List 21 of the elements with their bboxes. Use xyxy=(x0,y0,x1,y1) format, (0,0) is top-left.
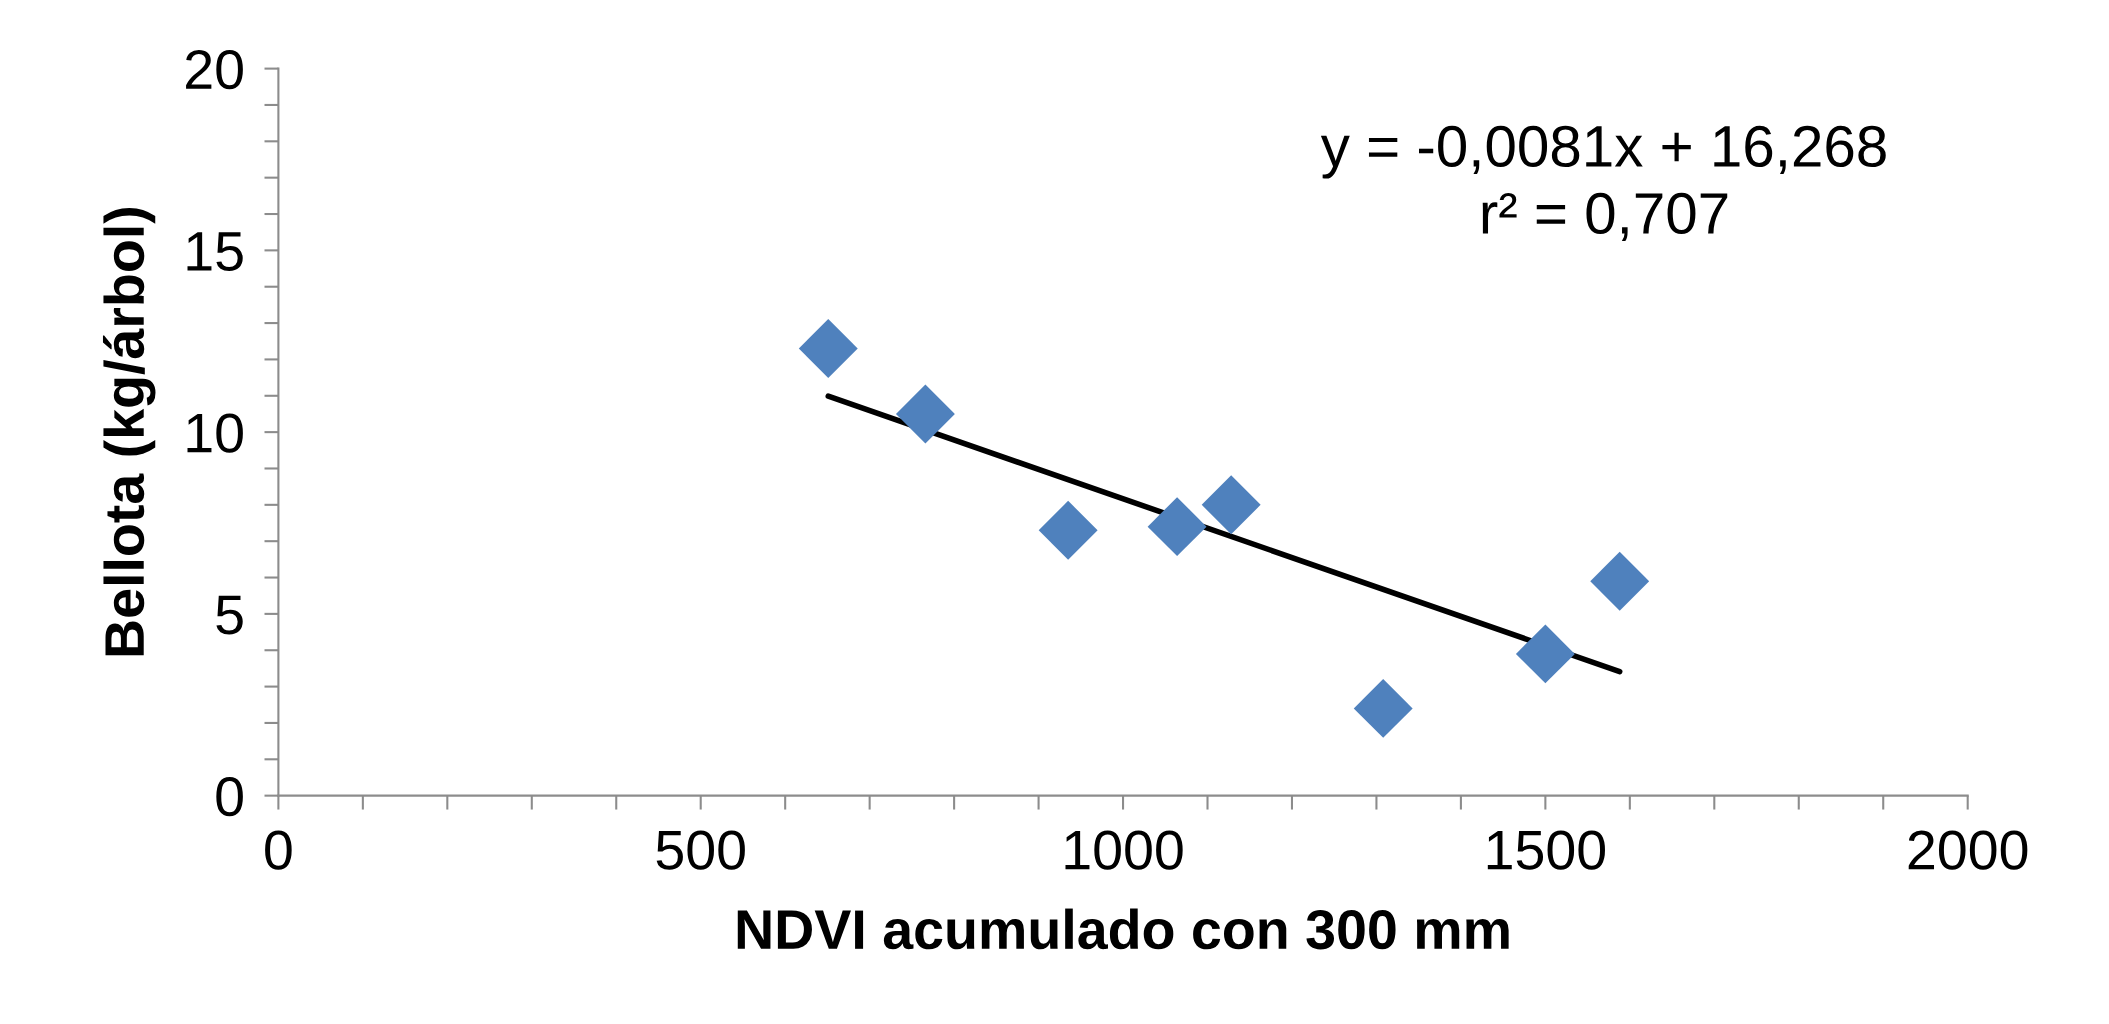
x-axis-title: NDVI acumulado con 300 mm xyxy=(737,908,1509,950)
point xyxy=(1515,624,1575,684)
point xyxy=(798,319,858,378)
x-tick-label: 1000 xyxy=(1065,830,1183,870)
y-tick-label: 15 xyxy=(187,232,243,272)
point xyxy=(1201,475,1261,535)
y-tick-label: 0 xyxy=(216,776,243,817)
point xyxy=(895,384,955,444)
point xyxy=(1590,551,1650,611)
point xyxy=(1353,678,1413,738)
y-tick-label: 20 xyxy=(186,49,243,90)
y-tick-label: 5 xyxy=(216,595,243,635)
y-axis-title: Bellota (kg/árbol) xyxy=(102,208,156,656)
x-tick-label: 2000 xyxy=(1908,830,2028,870)
x-tick-label: 1500 xyxy=(1487,830,1605,870)
annotation: y = -0,0081x + 16,268 r² = 0,707 xyxy=(1320,125,1886,242)
x-tick-label: 0 xyxy=(265,830,292,870)
point xyxy=(1038,500,1098,560)
point xyxy=(1147,497,1207,557)
x-tick-label: 500 xyxy=(656,830,745,870)
y-tick-label: 10 xyxy=(187,413,243,453)
